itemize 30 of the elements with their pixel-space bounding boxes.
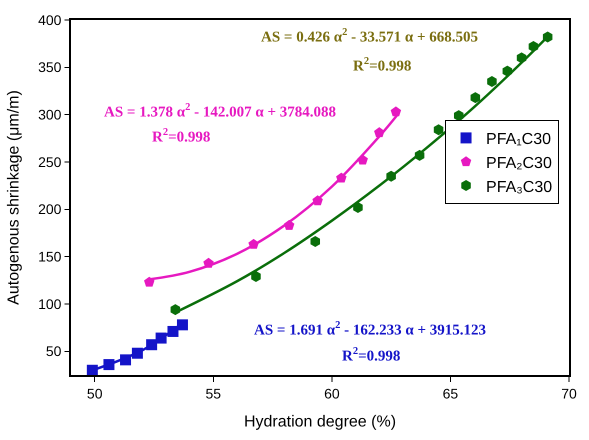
legend-label: PFA₃C30: [486, 178, 552, 196]
annotation: R$^{2}$=0.998: [152, 127, 210, 146]
x-tick-label: 70: [561, 386, 577, 402]
y-tick-label: 300: [38, 106, 62, 123]
y-tick-label: 50: [46, 343, 62, 360]
legend-label: PFA₂C30: [486, 154, 552, 172]
annotation: AS = 0.426 α$^{2}$ - 33.571 α + 668.505: [261, 27, 478, 46]
legend-label: PFA₁C30: [486, 131, 552, 148]
y-tick-label: 250: [38, 154, 62, 170]
y-axis-title: Autogenous shrinkage (μm/m): [5, 90, 22, 305]
point: [470, 92, 480, 104]
annotation: AS = 1.378 α$^{2}$ - 142.007 α + 3784.088: [104, 102, 336, 120]
x-tick-label: 60: [324, 386, 340, 402]
annotation: AS = 1.691 α$^{2}$ - 162.233 α + 3915.123: [254, 320, 486, 338]
point: [251, 271, 261, 282]
point: [390, 106, 402, 116]
annotation: R$^{2}$=0.998: [342, 346, 400, 364]
y-tick-label: 150: [38, 248, 62, 265]
annotation: R$^{2}$=0.998: [353, 56, 412, 74]
point: [310, 236, 320, 248]
y-tick-label: 100: [38, 296, 62, 312]
x-tick-label: 65: [442, 386, 458, 402]
x-tick-label: 55: [206, 386, 222, 402]
y-tick-label: 200: [38, 201, 62, 218]
y-tick-label: 400: [38, 12, 62, 28]
point: [487, 76, 497, 88]
x-axis-title: Hydration degree (%): [244, 414, 396, 431]
x-tick-label: 50: [86, 386, 103, 402]
y-tick-label: 350: [38, 59, 62, 76]
point: [434, 124, 444, 136]
